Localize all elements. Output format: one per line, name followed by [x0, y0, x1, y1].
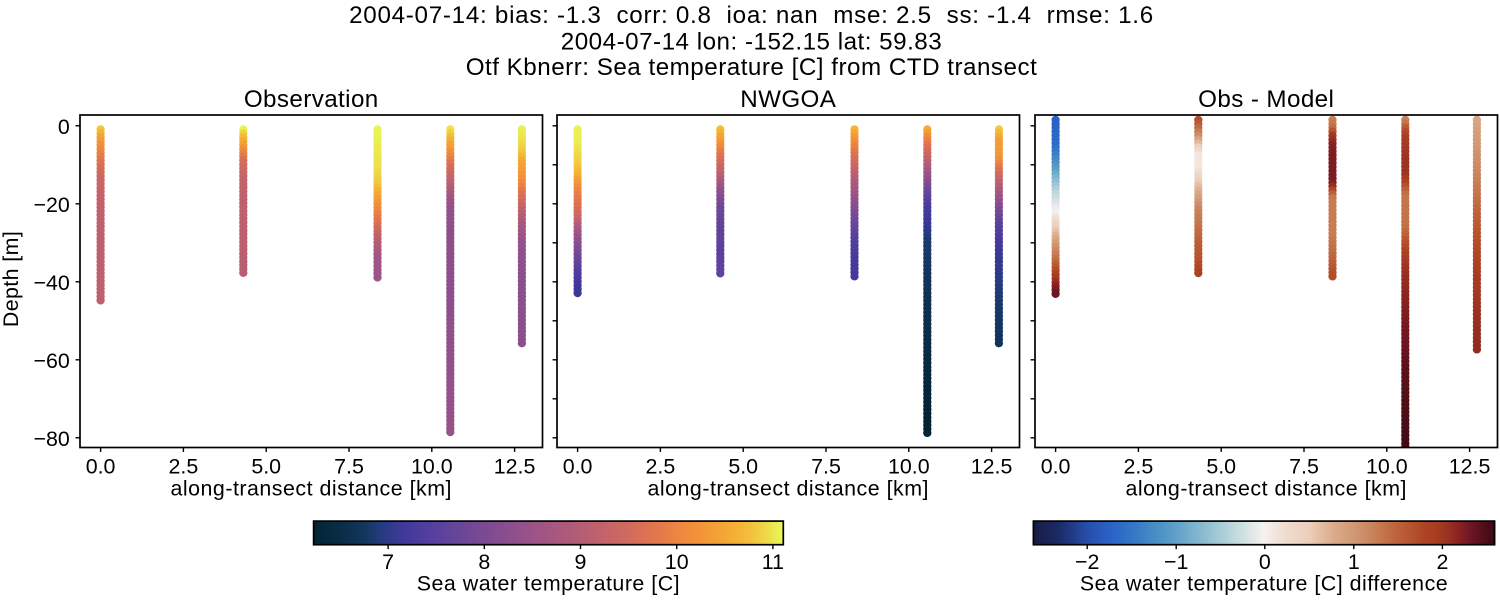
- svg-text:0.0: 0.0: [1041, 455, 1071, 479]
- svg-text:11: 11: [762, 550, 784, 574]
- svg-text:12.5: 12.5: [494, 455, 536, 479]
- svg-text:NWGOA: NWGOA: [740, 86, 837, 113]
- svg-text:along-transect distance [km]: along-transect distance [km]: [1125, 477, 1407, 501]
- svg-text:5.0: 5.0: [251, 455, 281, 479]
- svg-text:−40: −40: [33, 271, 69, 295]
- svg-text:2: 2: [1436, 550, 1448, 574]
- svg-text:12.5: 12.5: [1449, 455, 1491, 479]
- svg-text:7.5: 7.5: [334, 455, 364, 479]
- svg-text:−2: −2: [1075, 550, 1099, 574]
- svg-text:10.0: 10.0: [1366, 455, 1408, 479]
- svg-text:5.0: 5.0: [728, 455, 758, 479]
- svg-text:Observation: Observation: [244, 86, 379, 113]
- svg-text:2004-07-14: bias: -1.3 corr:: 2004-07-14: bias: -1.3 corr: 0.8 ioa: na…: [349, 2, 1154, 29]
- svg-text:1: 1: [1348, 550, 1360, 574]
- svg-text:2.5: 2.5: [646, 455, 676, 479]
- svg-text:7: 7: [382, 550, 394, 574]
- svg-text:2004-07-14 lon: -152.15 lat: 5: 2004-07-14 lon: -152.15 lat: 59.83: [561, 29, 942, 56]
- svg-text:Sea water temperature [C]: Sea water temperature [C]: [417, 572, 680, 596]
- svg-text:10: 10: [665, 550, 689, 574]
- svg-text:9: 9: [575, 550, 587, 574]
- svg-text:7.5: 7.5: [811, 455, 841, 479]
- svg-text:2.5: 2.5: [169, 455, 199, 479]
- svg-text:−60: −60: [33, 349, 69, 373]
- svg-text:Obs - Model: Obs - Model: [1198, 86, 1334, 113]
- svg-text:12.5: 12.5: [971, 455, 1013, 479]
- svg-text:10.0: 10.0: [888, 455, 930, 479]
- svg-text:0.0: 0.0: [86, 455, 116, 479]
- svg-text:2.5: 2.5: [1124, 455, 1154, 479]
- svg-text:Depth [m]: Depth [m]: [0, 231, 23, 327]
- svg-text:8: 8: [478, 550, 490, 574]
- svg-text:Sea water temperature [C] diff: Sea water temperature [C] difference: [1080, 572, 1448, 596]
- svg-text:5.0: 5.0: [1206, 455, 1236, 479]
- svg-text:Otf Kbnerr: Sea temperature [C: Otf Kbnerr: Sea temperature [C] from CTD…: [466, 54, 1038, 81]
- svg-text:0: 0: [1259, 550, 1271, 574]
- svg-text:−1: −1: [1164, 550, 1188, 574]
- svg-text:−20: −20: [33, 193, 69, 217]
- svg-text:along-transect distance [km]: along-transect distance [km]: [647, 477, 929, 501]
- svg-text:along-transect distance [km]: along-transect distance [km]: [170, 477, 452, 501]
- svg-text:7.5: 7.5: [1289, 455, 1319, 479]
- svg-text:10.0: 10.0: [411, 455, 453, 479]
- svg-text:−80: −80: [33, 427, 69, 451]
- svg-text:0.0: 0.0: [563, 455, 593, 479]
- svg-text:0: 0: [58, 115, 70, 139]
